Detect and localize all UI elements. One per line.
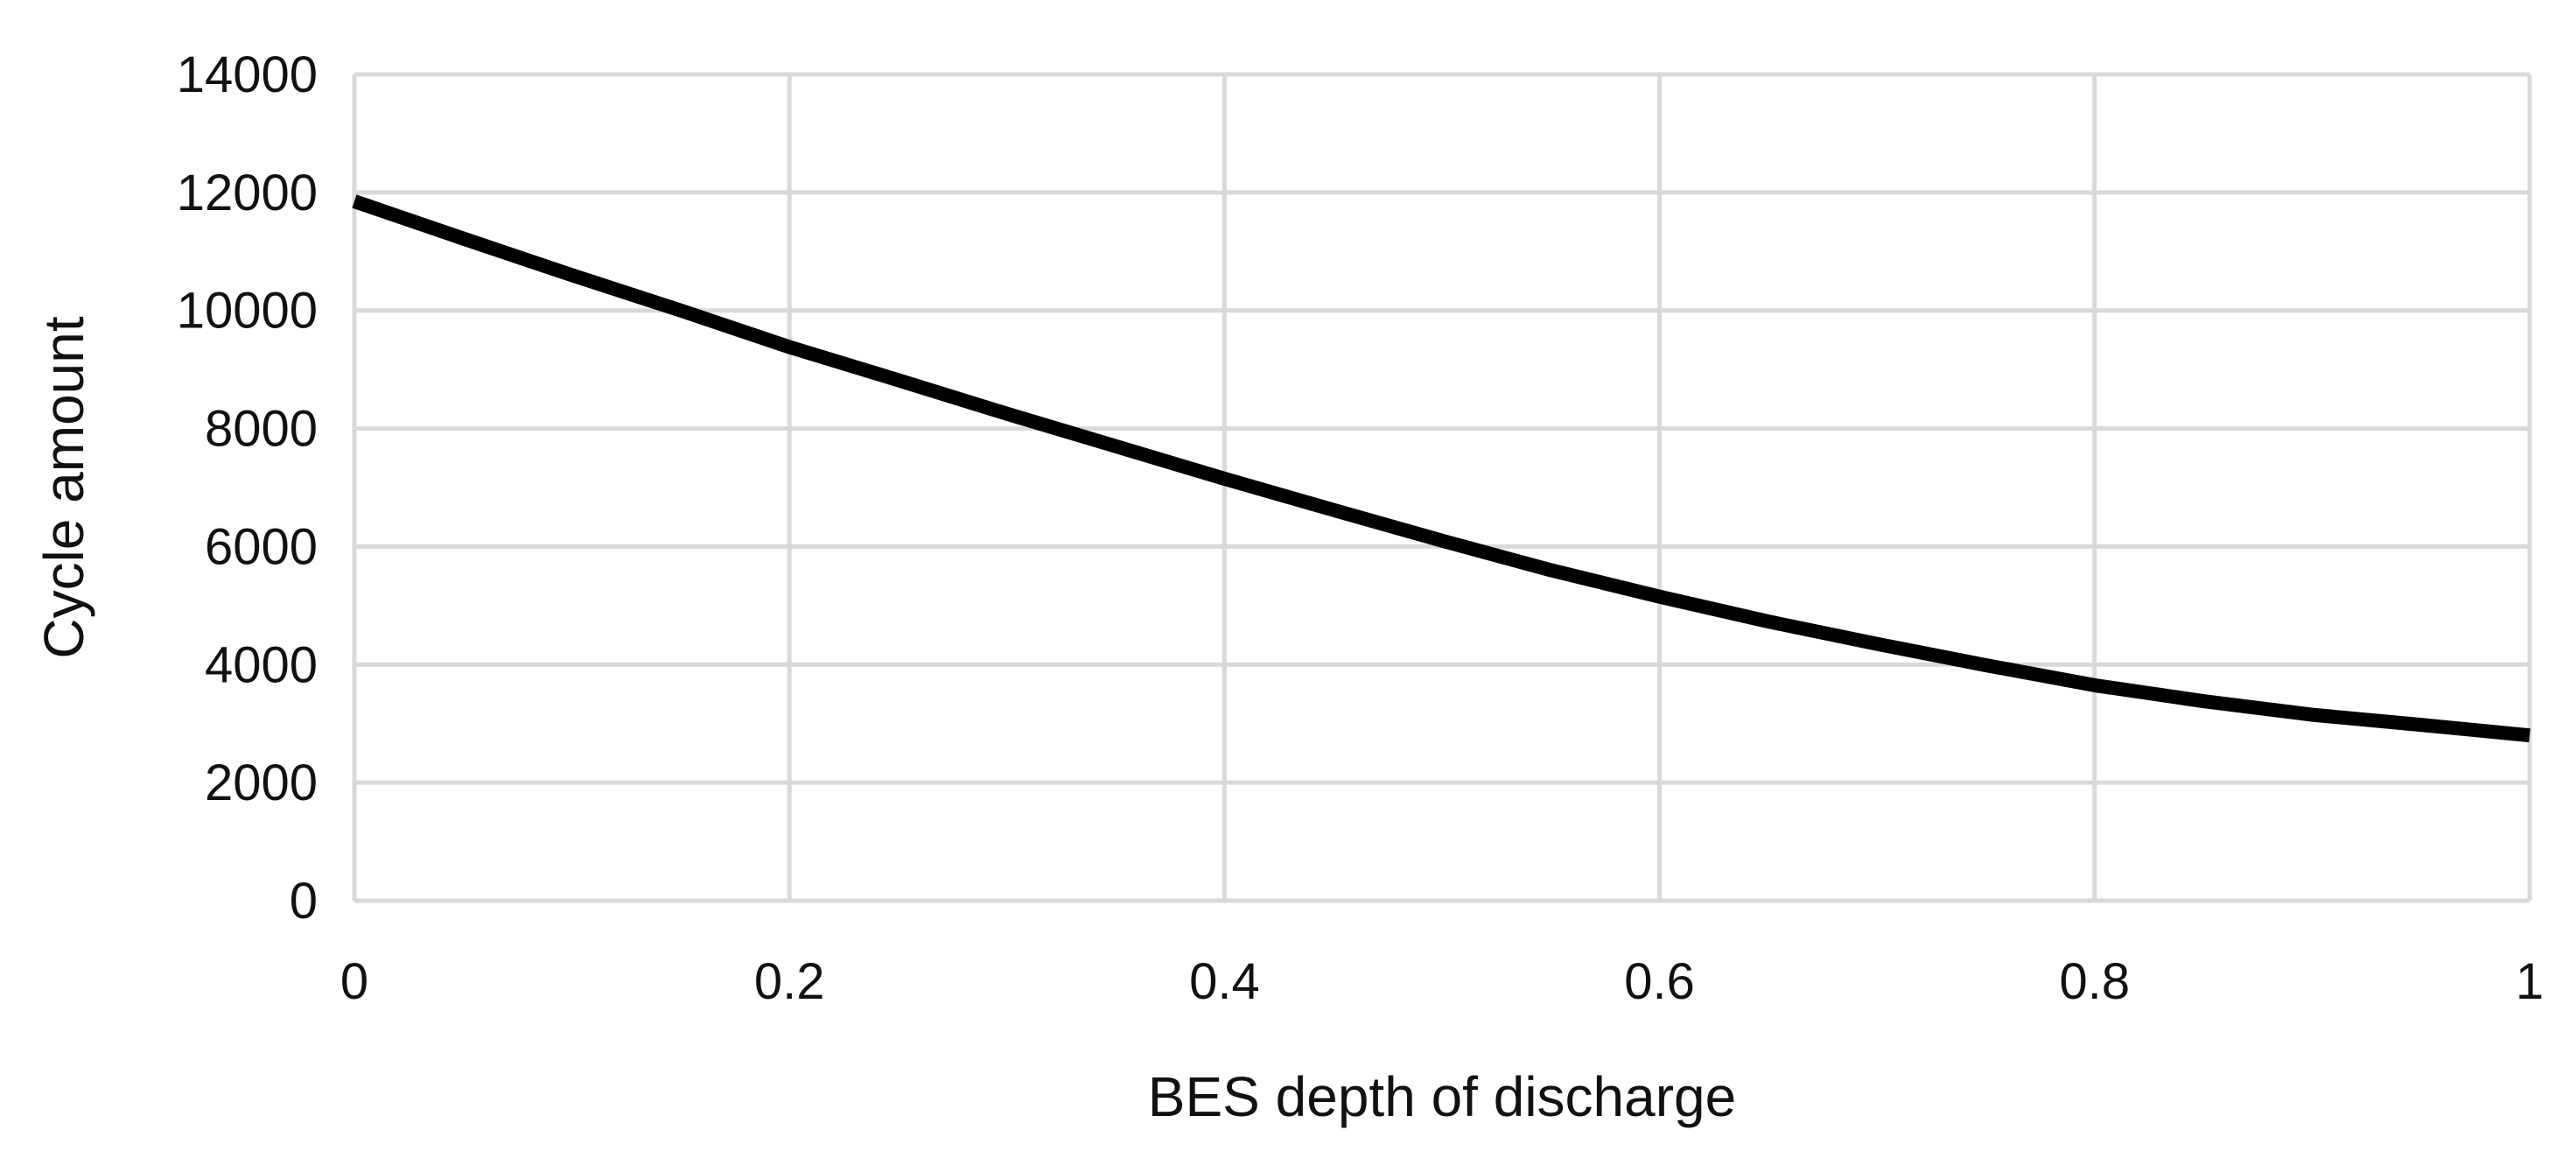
x-tick-label: 0.6 (1624, 953, 1695, 1010)
y-tick-label: 0 (290, 873, 318, 930)
y-tick-label: 4000 (205, 636, 318, 693)
x-tick-label: 0.4 (1189, 953, 1260, 1010)
x-tick-label: 0.8 (2059, 953, 2130, 1010)
series-line (352, 194, 2530, 743)
x-tick-label: 1 (2516, 953, 2544, 1010)
y-tick-label: 10000 (177, 283, 318, 340)
y-axis-title: Cycle amount (32, 316, 95, 659)
series-layer (352, 194, 2530, 743)
y-tick-label: 14000 (177, 46, 318, 103)
x-tick-label: 0.2 (754, 953, 825, 1010)
x-tick-label: 0 (340, 953, 368, 1010)
tick-labels: 0 2000 4000 6000 8000 10000 12000 14000 0 0.2 0.4 0… (177, 46, 2544, 1010)
grid (352, 72, 2532, 901)
y-tick-label: 6000 (205, 518, 318, 575)
y-tick-label: 8000 (205, 401, 318, 458)
x-axis-title: BES depth of discharge (1148, 1065, 1736, 1128)
y-tick-label: 2000 (205, 754, 318, 811)
y-tick-label: 12000 (177, 165, 318, 221)
